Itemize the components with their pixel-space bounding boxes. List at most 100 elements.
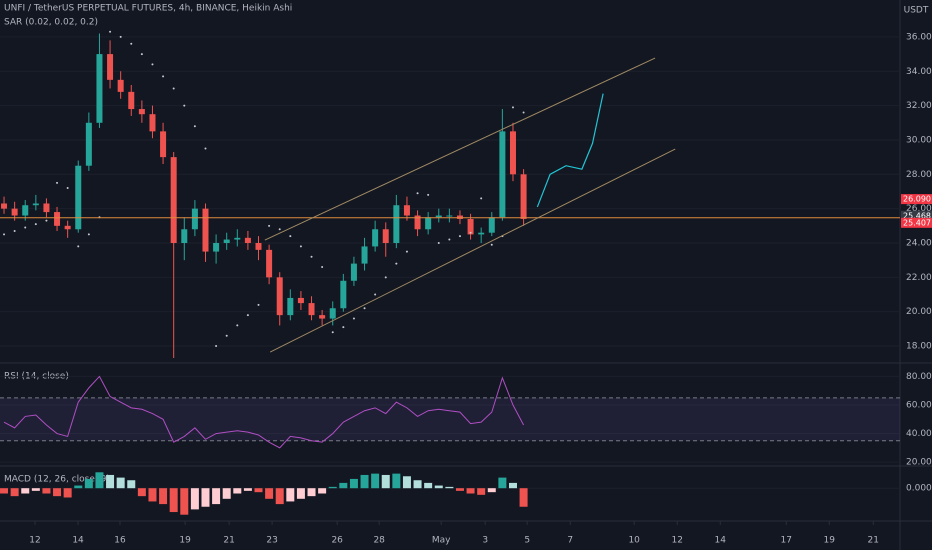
candle-body xyxy=(11,208,18,216)
sar-dot xyxy=(130,42,133,45)
sar-dot xyxy=(140,53,143,56)
macd-bar xyxy=(233,488,242,494)
sar-dot xyxy=(162,75,165,78)
candle-body xyxy=(181,229,188,243)
x-tick-label: 5 xyxy=(524,536,530,546)
macd-bar xyxy=(159,488,168,505)
x-tick-label: 28 xyxy=(373,536,385,546)
macd-bar xyxy=(508,482,517,489)
sar-dot xyxy=(66,187,69,190)
macd-bar xyxy=(286,488,295,502)
macd-bar xyxy=(201,488,210,507)
candle-body xyxy=(393,205,400,243)
y-tick-label: 32.000 xyxy=(906,101,932,111)
y-tick-label: 18.000 xyxy=(906,342,932,352)
sar-dot xyxy=(511,106,514,109)
macd-bar xyxy=(21,488,30,494)
y-tick-label: 80.00 xyxy=(906,372,932,382)
x-tick-label: 16 xyxy=(114,536,126,546)
sar-dot xyxy=(490,243,493,246)
trendline xyxy=(264,57,656,241)
macd-bar xyxy=(328,486,337,489)
macd-bar xyxy=(10,488,19,497)
candle-body xyxy=(287,297,294,316)
indicator-title: MACD (12, 26, close, 9) xyxy=(4,475,110,485)
x-tick-label: 14 xyxy=(715,536,727,546)
sar-dot xyxy=(448,238,451,241)
candle-body xyxy=(425,217,432,230)
sar-dot xyxy=(469,231,472,234)
sar-dot xyxy=(289,235,292,238)
candle-body xyxy=(54,212,61,226)
candle-body xyxy=(244,237,251,243)
sar-dot xyxy=(395,262,398,265)
candle-body xyxy=(1,203,8,209)
y-tick-label: 28.000 xyxy=(906,170,932,180)
candle-body xyxy=(191,208,198,230)
macd-bar xyxy=(477,488,486,495)
sar-dot xyxy=(56,181,59,184)
x-tick-label: 21 xyxy=(868,536,879,546)
x-tick-label: 17 xyxy=(781,536,792,546)
y-tick-label: 0.000 xyxy=(906,484,932,494)
sar-dot xyxy=(45,219,48,222)
sar-dot xyxy=(480,197,483,200)
macd-bar xyxy=(106,474,115,489)
candle-body xyxy=(361,246,368,264)
sar-dot xyxy=(310,255,313,258)
sar-dot xyxy=(109,30,112,33)
sar-dot xyxy=(278,228,281,231)
macd-bar xyxy=(487,488,496,493)
macd-bar xyxy=(0,488,9,494)
sar-dot xyxy=(3,233,6,236)
candle-body xyxy=(276,277,283,316)
macd-bar xyxy=(434,485,443,489)
x-tick-label: May xyxy=(432,536,451,546)
sar-dot xyxy=(458,235,461,238)
x-tick-label: 19 xyxy=(179,536,191,546)
candle-body xyxy=(435,215,442,218)
candle-body xyxy=(255,242,262,250)
sar-dot xyxy=(77,245,80,248)
x-tick-label: 12 xyxy=(29,536,40,546)
candle-body xyxy=(160,131,167,158)
candle-body xyxy=(107,54,114,80)
candle-body xyxy=(22,205,29,216)
candle-body xyxy=(350,263,357,281)
macd-bar xyxy=(116,477,125,489)
macd-bar xyxy=(371,473,380,489)
sar-dot xyxy=(384,276,387,279)
candle-body xyxy=(509,131,516,175)
price-tag-label: 26.090 xyxy=(903,195,931,204)
sar-dot xyxy=(119,35,122,38)
macd-bar xyxy=(296,488,305,499)
sar-dot xyxy=(13,229,16,232)
candle-body xyxy=(170,157,177,243)
y-tick-label: 36.000 xyxy=(906,32,932,42)
candle-body xyxy=(520,174,527,219)
rsi-line xyxy=(3,375,525,449)
sar-dot xyxy=(183,104,186,107)
macd-bar xyxy=(42,488,51,494)
macd-bar xyxy=(265,488,274,499)
sar-dot xyxy=(193,125,196,128)
x-tick-label: 12 xyxy=(672,536,683,546)
sar-dot xyxy=(363,307,366,310)
candle-body xyxy=(213,242,220,252)
macd-bar xyxy=(212,488,221,505)
sar-dot xyxy=(24,226,27,229)
candle-body xyxy=(223,239,230,243)
candle-body xyxy=(403,205,410,216)
candle-body xyxy=(43,203,50,213)
y-tick-label: 34.000 xyxy=(906,67,932,77)
rsi-band xyxy=(0,397,900,441)
sar-dot xyxy=(321,266,324,269)
y-tick-label: 26.000 xyxy=(906,204,932,214)
x-tick-label: 21 xyxy=(223,536,234,546)
chart-title: UNFI / TetherUS PERPETUAL FUTURES, 4h, B… xyxy=(4,4,292,14)
macd-bar xyxy=(381,474,390,489)
sar-dot xyxy=(87,233,90,236)
macd-bar xyxy=(169,488,178,513)
macd-bar xyxy=(275,488,284,505)
